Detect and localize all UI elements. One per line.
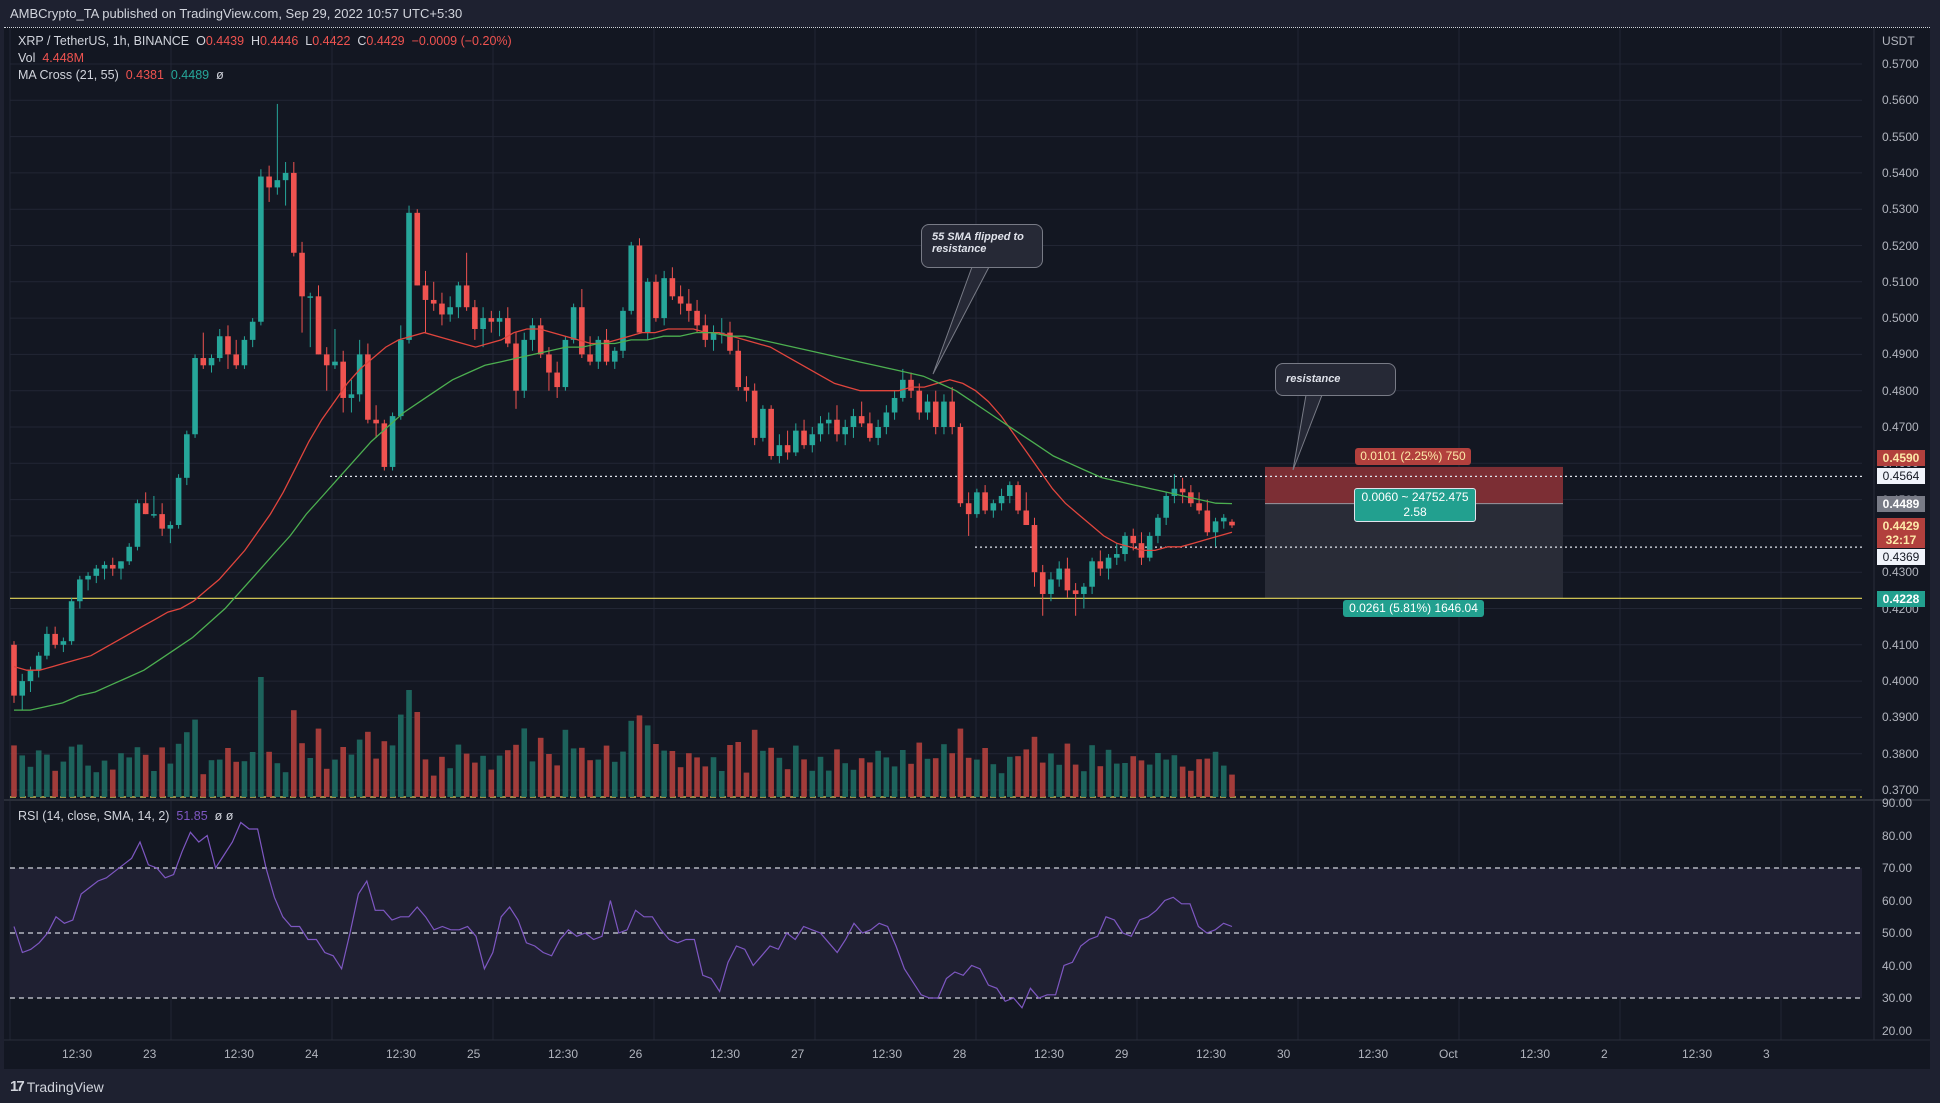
time-tick: 29: [1115, 1047, 1129, 1061]
time-tick: 12:30: [224, 1047, 255, 1061]
footer-brand: TradingView: [26, 1078, 104, 1095]
support-price-tag: 0.4369: [1877, 549, 1925, 565]
time-tick: 12:30: [1196, 1047, 1227, 1061]
price-tick: 0.5300: [1882, 202, 1919, 217]
ma-slow-price-tag: 0.4489: [1877, 496, 1925, 512]
callout-55-sma[interactable]: 55 SMA flipped to resistance: [921, 224, 1043, 268]
short-position-tool[interactable]: [1265, 466, 1563, 599]
volume-bars: [11, 677, 1235, 797]
time-tick: 12:30: [1358, 1047, 1389, 1061]
close-value: 0.4429: [366, 34, 405, 48]
rsi-band: [10, 868, 1862, 998]
time-tick: Oct: [1439, 1047, 1458, 1061]
ma21-line[interactable]: [13, 328, 1233, 671]
currency-label: USDT: [1882, 34, 1915, 48]
time-tick: 28: [953, 1047, 967, 1061]
rsi-tick: 70.00: [1882, 861, 1913, 875]
change-value: −0.0009 (−0.20%): [411, 34, 512, 48]
rsi-tick: 30.00: [1882, 991, 1913, 1005]
time-tick: 12:30: [386, 1047, 417, 1061]
price-tick: 0.5500: [1882, 129, 1919, 144]
price-tick: 0.5700: [1882, 57, 1919, 71]
rsi-extra: ø ø: [214, 809, 234, 823]
rsi-legend[interactable]: RSI (14, close, SMA, 14, 2) 51.85 ø ø: [18, 809, 234, 823]
ma-slow-value: 0.4489: [170, 68, 210, 82]
tradingview-logo-icon: 17: [10, 1078, 25, 1095]
ma-cross-legend[interactable]: MA Cross (21, 55) 0.4381 0.4489 ø: [18, 68, 224, 82]
price-tick: 0.5000: [1882, 311, 1919, 326]
time-tick: 12:30: [1682, 1047, 1713, 1061]
time-tick: 12:30: [872, 1047, 903, 1061]
entry-label: 0.0060 ~ 24752.475 2.58: [1354, 488, 1476, 522]
bar-countdown: 32:17: [1885, 533, 1917, 547]
callout-pointer-sma: [932, 266, 990, 375]
current-price-tag: 0.4429 32:17: [1877, 518, 1925, 548]
resistance-price-tag: 0.4564: [1877, 468, 1925, 484]
time-tick: 12:30: [62, 1047, 93, 1061]
time-tick: 24: [305, 1047, 319, 1061]
rsi-tick: 90.00: [1882, 796, 1913, 810]
current-price: 0.4429: [1882, 519, 1920, 533]
rsi-tick: 60.00: [1882, 893, 1913, 908]
rsi-tick: 20.00: [1882, 1023, 1913, 1038]
rsi-line[interactable]: [13, 821, 1233, 1009]
time-tick: 26: [629, 1047, 643, 1061]
rsi-tick: 50.00: [1882, 926, 1913, 940]
time-tick: 27: [791, 1047, 805, 1061]
time-tick: 23: [143, 1047, 157, 1061]
time-tick: 25: [467, 1047, 481, 1061]
stop-price-tag: 0.4590: [1877, 450, 1925, 466]
open-value: 0.4439: [205, 34, 245, 48]
time-tick: 12:30: [548, 1047, 579, 1061]
low-value: 0.4422: [312, 34, 351, 48]
symbol-legend: XRP / TetherUS, 1h, BINANCE O0.4439 H0.4…: [18, 34, 512, 48]
publish-line: AMBCrypto_TA published on TradingView.co…: [10, 6, 463, 21]
high-value: 0.4446: [260, 34, 299, 48]
stop-loss-label: 0.0101 (2.25%) 750: [1355, 448, 1471, 465]
ma-fast-value: 0.4381: [125, 68, 164, 82]
volume-legend[interactable]: Vol 4.448M: [18, 51, 85, 65]
price-tick: 0.5200: [1882, 238, 1919, 253]
price-tick: 0.4900: [1882, 347, 1919, 362]
time-tick: 3: [1763, 1047, 1770, 1061]
tradingview-footer[interactable]: 17 TradingView: [10, 1078, 104, 1095]
volume-value: 4.448M: [42, 51, 85, 65]
rsi-tick: 80.00: [1882, 828, 1913, 843]
time-tick: 12:30: [1034, 1047, 1065, 1061]
ma55-line[interactable]: [14, 331, 1233, 711]
price-tick: 0.4000: [1882, 674, 1919, 689]
rsi-tick: 40.00: [1882, 958, 1913, 973]
time-tick: 2: [1601, 1047, 1608, 1061]
symbol-title[interactable]: XRP / TetherUS, 1h, BINANCE: [18, 34, 190, 48]
price-tick: 0.4100: [1882, 637, 1919, 652]
take-profit-label: 0.0261 (5.81%) 1646.04: [1343, 600, 1484, 617]
time-tick: 30: [1277, 1047, 1291, 1061]
price-tick: 0.3700: [1882, 783, 1919, 797]
price-tick: 0.5600: [1882, 93, 1919, 108]
candles: [11, 103, 1235, 711]
price-tick: 0.3800: [1882, 746, 1919, 761]
callout-pointer-resistance: [1292, 394, 1323, 471]
price-tick: 0.5400: [1882, 165, 1919, 180]
ma-extra: ø: [216, 68, 224, 82]
target-price-tag: 0.4228: [1877, 591, 1925, 607]
price-tick: 0.4800: [1882, 383, 1919, 398]
price-tick: 0.4700: [1882, 420, 1919, 434]
price-tick: 0.4300: [1882, 565, 1919, 580]
rsi-value: 51.85: [176, 809, 208, 823]
callout-resistance[interactable]: resistance: [1275, 363, 1396, 396]
price-tick: 0.5100: [1882, 274, 1919, 289]
time-tick: 12:30: [1520, 1047, 1551, 1061]
time-tick: 12:30: [710, 1047, 741, 1061]
price-tick: 0.3900: [1882, 710, 1919, 725]
